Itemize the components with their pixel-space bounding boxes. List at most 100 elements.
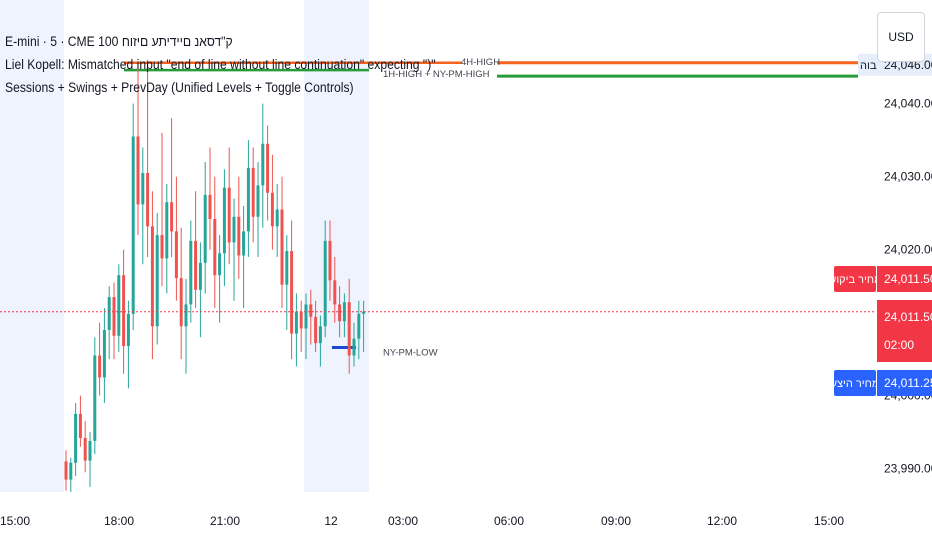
script-error-message: Liel Kopell: Mismatched input "end of li… <box>5 57 436 72</box>
candle-body <box>362 311 366 314</box>
candle-body <box>198 262 202 290</box>
candle-body <box>270 192 274 227</box>
candle-body <box>131 136 135 314</box>
candle-body <box>318 326 322 344</box>
candle-body <box>304 304 308 329</box>
currency-button[interactable]: USD <box>877 12 925 62</box>
candle-body <box>194 240 198 290</box>
candle-body <box>189 240 193 305</box>
candle-body <box>357 313 361 339</box>
candle-body <box>213 218 217 276</box>
candle-body <box>83 437 87 461</box>
candle-body <box>222 187 226 254</box>
candle-body <box>280 209 284 285</box>
candle-body <box>150 226 154 327</box>
time-axis-bg <box>0 492 876 550</box>
indicator-title[interactable]: Sessions + Swings + PrevDay (Unified Lev… <box>5 80 354 95</box>
candle-body <box>112 297 116 336</box>
candle-body <box>275 209 279 227</box>
candle-body <box>242 231 246 256</box>
high-tag-text: גבוה <box>860 60 881 72</box>
candle-body <box>309 304 313 317</box>
candle-body <box>165 202 169 259</box>
candle-body <box>328 240 332 281</box>
candle-body <box>261 143 265 186</box>
x-tick-label: 06:00 <box>494 514 524 528</box>
candle-body <box>294 311 298 334</box>
candle-body <box>299 311 303 329</box>
candle-body <box>122 275 126 347</box>
x-tick-label: 12:00 <box>707 514 737 528</box>
candle-body <box>179 278 183 327</box>
candle-body <box>237 216 241 256</box>
session-shade <box>0 0 64 492</box>
current-price-text: 24,011.50 <box>884 310 932 324</box>
candle-body <box>266 143 270 193</box>
ask-price-text: 24,011.25 <box>884 376 932 390</box>
candle-body <box>347 302 351 356</box>
x-tick-label: 12 <box>324 514 338 528</box>
bid-price-text: 24,011.50 <box>884 272 932 286</box>
candle-body <box>160 235 164 259</box>
bid-tag-text: מחיר ביקוש <box>828 274 881 286</box>
candle-body <box>107 297 111 330</box>
candle-body <box>98 355 102 378</box>
candle-body <box>246 167 250 232</box>
candle-body <box>141 173 145 205</box>
candle-body <box>338 304 342 322</box>
session-shade <box>304 0 369 492</box>
x-tick-label: 21:00 <box>210 514 240 528</box>
candle-body <box>117 275 121 336</box>
candle-body <box>203 194 207 263</box>
level-label-4h-high: 4H-HIGH <box>461 57 500 68</box>
candle-body <box>74 413 78 463</box>
time-axis[interactable]: 15:00 18:00 21:00 12 03:00 06:00 09:00 12:00 15:… <box>0 492 876 550</box>
candle-body <box>251 167 255 217</box>
candle-body <box>323 240 327 327</box>
candle-body <box>170 202 174 232</box>
candle-body <box>290 251 294 334</box>
x-tick-label: 15:00 <box>0 514 30 528</box>
level-label-ny-pm-low: NY-PM-LOW <box>383 347 438 358</box>
bid-price-bg <box>877 266 932 292</box>
candle-body <box>64 461 68 480</box>
candle-body <box>93 355 97 441</box>
candle-body <box>333 280 337 305</box>
level-lines <box>124 61 858 349</box>
bid-tag-bg <box>834 266 876 292</box>
candle-body <box>126 313 130 347</box>
y-tick-label: 24,030.00 <box>884 170 932 184</box>
candle-body <box>208 194 212 219</box>
candle-body <box>285 251 289 285</box>
ask-tag-bg <box>834 370 876 396</box>
candle-body <box>314 316 318 344</box>
candle-body <box>146 173 150 227</box>
candle-body <box>218 253 222 276</box>
x-tick-label: 15:00 <box>814 514 844 528</box>
y-tick-label: 24,020.00 <box>884 243 932 257</box>
high-tag-bg <box>858 53 878 76</box>
candle-body <box>227 187 231 243</box>
session-shading <box>0 0 369 492</box>
candle-body <box>174 231 178 279</box>
candle-body <box>232 216 236 243</box>
x-tick-label: 09:00 <box>601 514 631 528</box>
candle-body <box>102 329 106 378</box>
candle-body <box>78 413 82 438</box>
candle-body <box>352 338 356 356</box>
x-tick-label: 18:00 <box>104 514 134 528</box>
candle-body <box>155 235 159 327</box>
y-tick-label: 24,040.00 <box>884 97 932 111</box>
candle-body <box>184 304 188 327</box>
candles <box>64 59 366 498</box>
x-tick-label: 03:00 <box>388 514 418 528</box>
candle-body <box>88 440 92 461</box>
symbol-title[interactable]: E-mini · 5 · CME ק"דסאנ םיידיתע םיזוח 10… <box>5 34 233 49</box>
ask-tag-text: מחיר היצע <box>831 378 880 390</box>
candle-body <box>69 462 73 480</box>
y-tick-label: 23,990.00 <box>884 462 932 476</box>
countdown-text: 02:00 <box>884 338 914 352</box>
candle-body <box>136 136 140 205</box>
